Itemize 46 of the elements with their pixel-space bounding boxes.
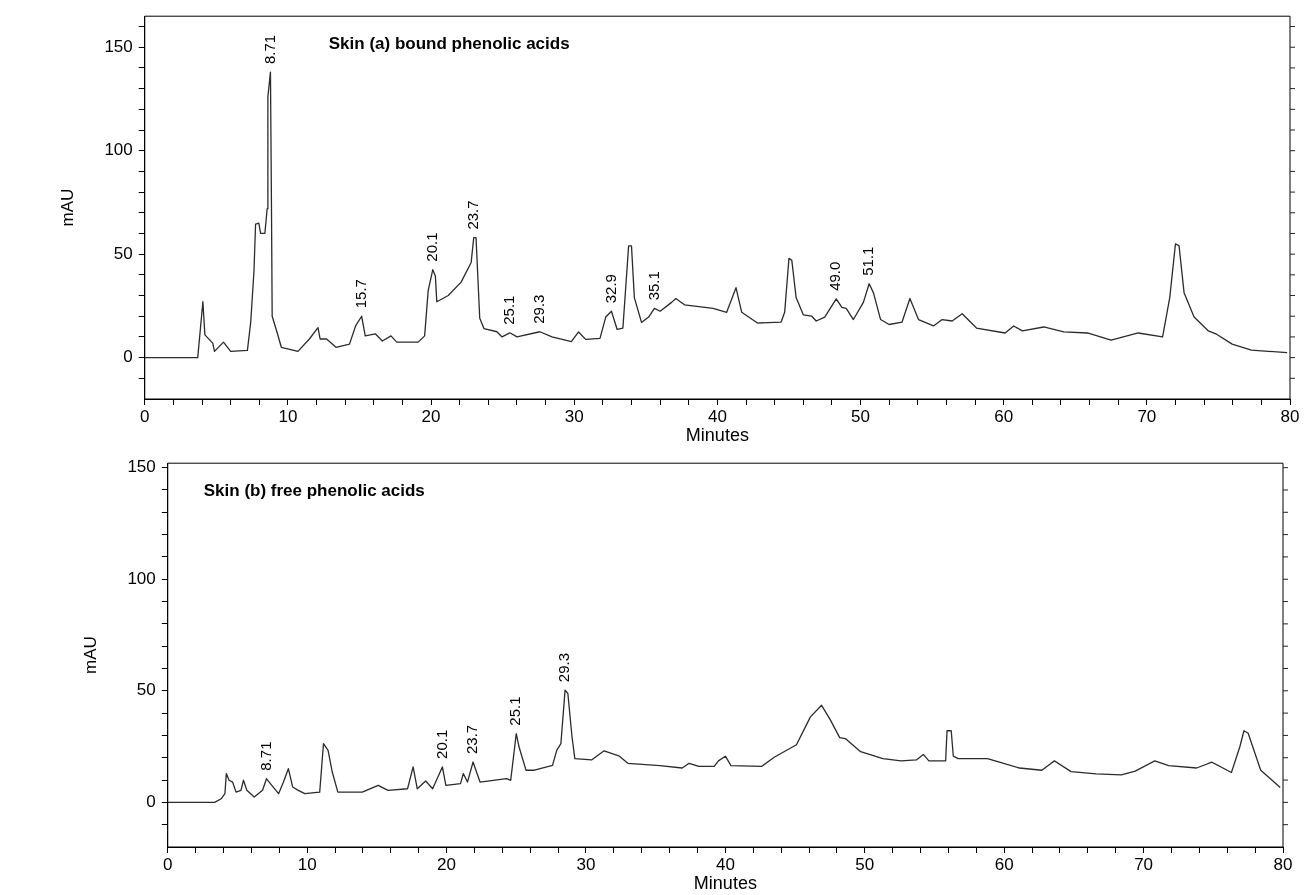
annotation: 20.1 [432, 729, 450, 759]
x-tick-label: 10 [297, 854, 317, 874]
x-tick-label: 60 [994, 854, 1014, 874]
x-axis-title: Minutes [693, 873, 757, 894]
annotation: 49.0 [826, 261, 844, 291]
x-tick-label: 70 [1137, 406, 1157, 426]
y-tick-label: 50 [136, 680, 156, 700]
x-tick-label: 80 [1273, 854, 1293, 874]
x-tick-label: 30 [576, 854, 596, 874]
y-tick-label: 50 [113, 243, 133, 263]
annotation: 25.1 [499, 295, 517, 325]
x-tick-label: 20 [421, 406, 441, 426]
x-tick-label: 70 [1134, 854, 1154, 874]
text: Skin (a) bound phenolic acids [328, 33, 570, 53]
annotation: 15.7 [351, 279, 369, 309]
x-tick-label: 10 [278, 406, 298, 426]
x-tick-label: 40 [707, 406, 727, 426]
y-tick-label: 0 [146, 792, 156, 812]
y-axis-title: mAU [80, 636, 100, 674]
annotation: 8.71 [256, 741, 274, 771]
y-tick-label: 100 [104, 140, 133, 160]
annotation: 23.7 [463, 200, 481, 230]
annotation: 25.1 [506, 696, 524, 726]
annotation: 29.3 [555, 652, 573, 683]
x-tick-label: 40 [715, 854, 735, 874]
y-tick-label: 0 [123, 347, 133, 367]
annotation: 35.1 [644, 271, 662, 301]
x-tick-label: 60 [994, 406, 1014, 426]
x-tick-label: 30 [564, 406, 584, 426]
y-axis-title: mAU [57, 188, 77, 227]
text: Skin (b) free phenolic acids [203, 480, 425, 500]
y-tick-label: 100 [127, 568, 156, 588]
annotation: 23.7 [463, 724, 481, 754]
annotation: 8.71 [260, 34, 278, 65]
annotation: 32.9 [601, 274, 619, 304]
x-tick-label: 0 [163, 854, 173, 874]
annotation: 20.1 [422, 232, 440, 262]
y-tick-label: 150 [104, 36, 133, 56]
x-tick-label: 80 [1280, 406, 1300, 426]
x-tick-label: 50 [855, 854, 875, 874]
x-tick-label: 50 [851, 406, 870, 426]
y-tick-label: 150 [127, 457, 156, 477]
annotation: 29.3 [530, 294, 548, 324]
x-axis-title: Minutes [685, 425, 749, 446]
annotation: 51.1 [859, 246, 877, 276]
x-tick-label: 20 [437, 854, 457, 874]
